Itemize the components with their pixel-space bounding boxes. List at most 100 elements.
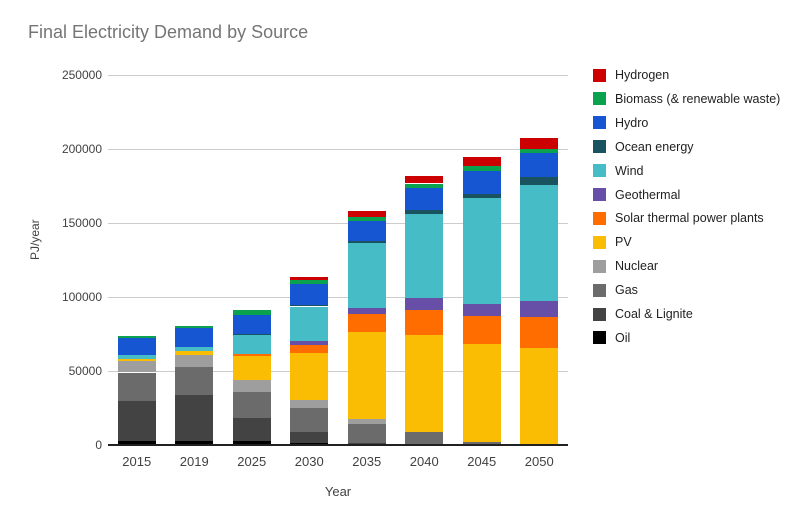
bar-segment-gas[interactable] [232, 391, 271, 419]
chart-title: Final Electricity Demand by Source [28, 22, 309, 42]
x-axis-tick-label: 2015 [122, 454, 152, 469]
bar-segment-hydro[interactable] [290, 284, 329, 305]
bar-segment-oil[interactable] [232, 441, 271, 445]
bar-segment-coal-lignite[interactable] [175, 395, 214, 441]
legend-item-wind[interactable]: Wind [593, 164, 643, 178]
bar-segment-biomass-renewable-waste[interactable] [462, 165, 501, 171]
bar-segment-biomass-renewable-waste[interactable] [232, 310, 271, 315]
legend-swatch-icon [593, 259, 606, 273]
legend-item-geothermal[interactable]: Geothermal [593, 188, 680, 202]
bar-group-2040 [405, 75, 444, 445]
bar-segment-solar-thermal-power-plants[interactable] [290, 345, 329, 354]
bar-segment-hydro[interactable] [347, 220, 386, 241]
y-axis-tick-label: 50000 [68, 364, 102, 378]
bar-segment-geothermal[interactable] [462, 303, 501, 316]
bar-segment-hydro[interactable] [117, 337, 156, 355]
bar-segment-nuclear[interactable] [117, 360, 156, 373]
bar-segment-gas[interactable] [290, 408, 329, 432]
bar-segment-ocean-energy[interactable] [520, 177, 559, 186]
bar-group-2015 [117, 75, 156, 445]
bar-segment-nuclear[interactable] [175, 355, 214, 368]
bar-segment-wind[interactable] [405, 213, 444, 299]
bar-segment-geothermal[interactable] [405, 298, 444, 310]
bar-segment-solar-thermal-power-plants[interactable] [520, 316, 559, 349]
bar-segment-biomass-renewable-waste[interactable] [405, 183, 444, 188]
bar-segment-wind[interactable] [232, 335, 271, 355]
bar-segment-pv[interactable] [232, 356, 271, 380]
legend-label: Ocean energy [615, 139, 694, 154]
bar-group-2045 [462, 75, 501, 445]
legend-swatch-icon [593, 188, 606, 201]
bar-segment-pv[interactable] [175, 351, 214, 356]
bar-segment-pv[interactable] [117, 358, 156, 361]
bar-segment-nuclear[interactable] [290, 400, 329, 409]
bar-segment-nuclear[interactable] [347, 419, 386, 425]
bar-segment-gas[interactable] [462, 442, 501, 445]
bar-segment-ocean-energy[interactable] [462, 193, 501, 199]
bar-segment-gas[interactable] [175, 367, 214, 396]
legend-label: Geothermal [615, 187, 681, 202]
bar-segment-pv[interactable] [347, 332, 386, 420]
bar-segment-wind[interactable] [290, 306, 329, 342]
bar-segment-hydro[interactable] [520, 153, 559, 178]
bar-segment-nuclear[interactable] [232, 379, 271, 392]
bar-segment-biomass-renewable-waste[interactable] [290, 279, 329, 285]
bar-segment-coal-lignite[interactable] [290, 431, 329, 444]
bar-segment-pv[interactable] [405, 335, 444, 433]
bar-segment-ocean-energy[interactable] [232, 333, 271, 336]
legend-item-nuclear[interactable]: Nuclear [593, 259, 658, 273]
legend-item-ocean-energy[interactable]: Ocean energy [593, 140, 694, 154]
bar-segment-solar-thermal-power-plants[interactable] [347, 313, 386, 333]
bar-segment-wind[interactable] [520, 185, 559, 301]
bar-segment-biomass-renewable-waste[interactable] [117, 335, 156, 338]
bar-segment-coal-lignite[interactable] [232, 418, 271, 442]
bar-segment-gas[interactable] [117, 372, 156, 401]
bar-segment-hydrogen[interactable] [405, 176, 444, 184]
bar-segment-solar-thermal-power-plants[interactable] [232, 354, 271, 357]
bar-segment-hydro[interactable] [232, 314, 271, 334]
bar-segment-pv[interactable] [290, 353, 329, 401]
bar-segment-pv[interactable] [462, 343, 501, 443]
bar-segment-hydrogen[interactable] [520, 137, 559, 150]
bar-segment-pv[interactable] [520, 348, 559, 445]
bar-segment-coal-lignite[interactable] [117, 400, 156, 441]
bar-segment-ocean-energy[interactable] [347, 240, 386, 244]
bar-segment-geothermal[interactable] [290, 341, 329, 346]
bar-group-2025 [232, 75, 271, 445]
bar-segment-biomass-renewable-waste[interactable] [175, 326, 214, 329]
legend-item-hydrogen[interactable]: Hydrogen [593, 68, 669, 82]
bar-segment-wind[interactable] [175, 346, 214, 352]
legend-swatch-icon [593, 211, 606, 225]
bar-segment-oil[interactable] [175, 440, 214, 445]
bar-segment-hydro[interactable] [175, 328, 214, 347]
bar-segment-geothermal[interactable] [347, 307, 386, 314]
bar-segment-hydro[interactable] [405, 187, 444, 210]
gridline [108, 370, 568, 372]
bar-segment-gas[interactable] [347, 424, 386, 443]
bar-segment-oil[interactable] [117, 440, 156, 445]
bar-segment-hydrogen[interactable] [347, 211, 386, 217]
bar-segment-hydrogen[interactable] [290, 276, 329, 280]
bar-segment-solar-thermal-power-plants[interactable] [462, 315, 501, 344]
legend-item-oil[interactable]: Oil [593, 331, 630, 345]
bar-segment-gas[interactable] [405, 432, 444, 445]
bar-segment-wind[interactable] [462, 198, 501, 304]
bar-segment-geothermal[interactable] [520, 300, 559, 317]
bar-segment-biomass-renewable-waste[interactable] [520, 149, 559, 154]
bar-segment-hydro[interactable] [462, 170, 501, 194]
legend-item-hydro[interactable]: Hydro [593, 116, 648, 130]
bar-segment-hydrogen[interactable] [462, 157, 501, 166]
bar-segment-biomass-renewable-waste[interactable] [347, 216, 386, 221]
bar-segment-ocean-energy[interactable] [290, 304, 329, 307]
legend-item-pv[interactable]: PV [593, 235, 632, 249]
bar-segment-coal-lignite[interactable] [347, 442, 386, 445]
bar-segment-wind[interactable] [347, 243, 386, 308]
legend-label: Hydrogen [615, 68, 670, 82]
legend-item-biomass-renewable-waste[interactable]: Biomass (& renewable waste) [593, 92, 780, 106]
legend-item-gas[interactable]: Gas [593, 283, 638, 297]
legend-item-coal-lignite[interactable]: Coal & Lignite [593, 307, 693, 321]
legend-item-solar-thermal-power-plants[interactable]: Solar thermal power plants [593, 211, 764, 225]
bar-segment-ocean-energy[interactable] [405, 210, 444, 214]
bar-segment-solar-thermal-power-plants[interactable] [405, 309, 444, 336]
bar-segment-wind[interactable] [117, 354, 156, 359]
